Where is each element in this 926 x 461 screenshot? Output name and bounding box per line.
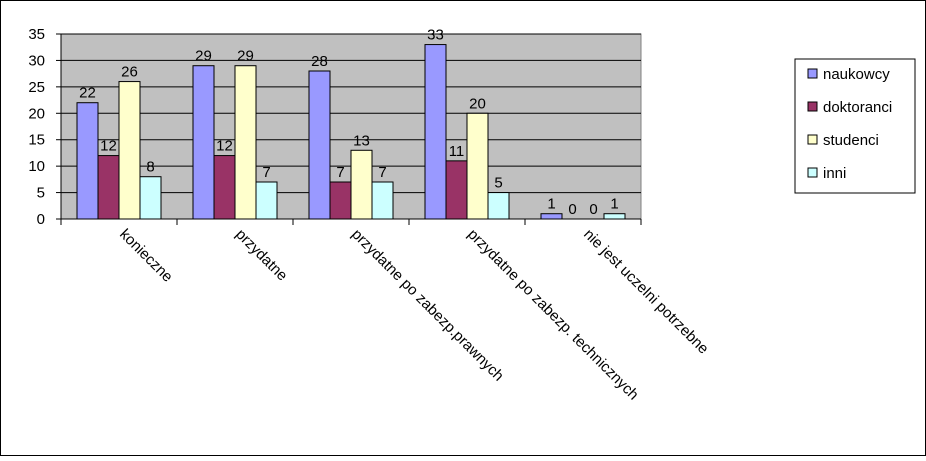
data-label: 8 [146, 159, 154, 176]
bar-inni [139, 176, 162, 220]
data-label: 28 [311, 53, 328, 70]
bar-naukowcy [540, 213, 563, 220]
bar-inni [255, 181, 278, 220]
bar-inni [371, 181, 394, 220]
y-tick-label: 10 [28, 158, 45, 175]
data-label: 7 [336, 164, 344, 181]
y-tick-label: 20 [28, 105, 45, 122]
y-tick-label: 5 [37, 185, 45, 202]
bar-inni [603, 213, 626, 220]
legend-swatch-studenci [807, 134, 818, 145]
y-tick-label: 15 [28, 132, 45, 149]
y-tick-label: 0 [37, 211, 45, 228]
legend-label: inni [823, 165, 846, 182]
data-label: 11 [449, 143, 465, 160]
data-label: 33 [427, 27, 444, 44]
legend-label: doktoranci [823, 99, 892, 116]
data-label: 12 [100, 138, 117, 155]
data-label: 20 [469, 95, 486, 112]
bar-doktoranci [97, 155, 120, 220]
data-label: 7 [262, 164, 270, 181]
bar-naukowcy [424, 44, 447, 220]
bar-naukowcy [76, 102, 99, 220]
legend-swatch-inni [807, 167, 818, 178]
legend-label: naukowcy [823, 66, 890, 83]
legend-swatch-doktoranci [807, 101, 818, 112]
bar-studenci [350, 149, 373, 220]
legend-swatch-naukowcy [807, 68, 818, 79]
bar-studenci [118, 81, 141, 220]
data-label: 13 [353, 132, 370, 149]
bar-studenci [466, 112, 489, 220]
bars [76, 44, 626, 220]
bar-inni [487, 192, 510, 220]
bar-doktoranci [329, 181, 352, 220]
bar-doktoranci [213, 155, 236, 220]
data-label: 1 [547, 196, 555, 213]
data-label: 0 [589, 201, 597, 218]
bar-naukowcy [192, 65, 215, 220]
data-label: 12 [216, 138, 233, 155]
data-label: 0 [568, 201, 576, 218]
bar-studenci [234, 65, 257, 220]
data-label: 26 [121, 64, 138, 81]
data-label: 5 [494, 175, 502, 192]
bar-naukowcy [308, 70, 331, 220]
data-label: 7 [378, 164, 386, 181]
y-tick-label: 35 [28, 26, 45, 43]
data-label: 22 [79, 85, 96, 102]
y-tick-label: 25 [28, 79, 45, 96]
bar-doktoranci [445, 160, 468, 220]
data-label: 29 [237, 48, 254, 65]
y-tick-label: 30 [28, 52, 45, 69]
data-label: 29 [195, 48, 212, 65]
data-label: 1 [610, 196, 618, 213]
legend-label: studenci [823, 132, 879, 149]
legend: naukowcy doktoranci studenci inni [794, 58, 916, 194]
